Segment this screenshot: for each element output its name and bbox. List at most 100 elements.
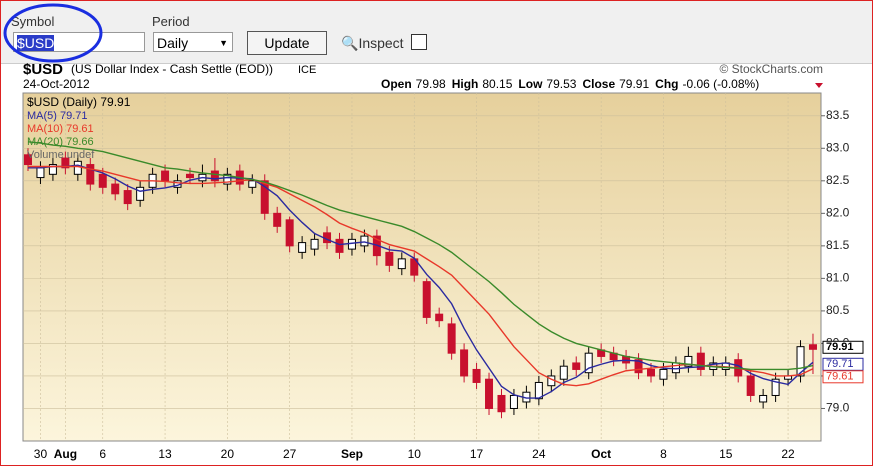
exchange: ICE	[298, 64, 316, 76]
summary-label: Close	[582, 77, 615, 91]
x-tick-label: 17	[470, 447, 484, 461]
candle-body	[98, 173, 107, 188]
candle-body	[48, 164, 57, 175]
candle-body	[559, 365, 568, 380]
inspect-text: Inspect	[358, 35, 404, 51]
x-tick-label: 30	[34, 447, 48, 461]
subtitle: (US Dollar Index - Cash Settle (EOD))	[71, 63, 273, 76]
candle-body	[759, 394, 768, 403]
candle-body	[771, 378, 780, 396]
candle-body	[347, 238, 356, 250]
candle-body	[796, 346, 805, 377]
ohlc-summary: Open 79.98 High 80.15 Low 79.53 Close 79.91 Chg -…	[381, 77, 759, 91]
inspect-checkbox[interactable]	[411, 34, 427, 50]
candle-body	[385, 251, 394, 266]
summary-value: -0.06 (-0.08%)	[682, 77, 759, 91]
candle-body	[435, 313, 444, 322]
price-tag: 79.91	[826, 341, 854, 353]
y-tick-label: 81.0	[826, 271, 850, 285]
candle-body	[123, 190, 132, 205]
price-tag: 79.71	[826, 358, 854, 370]
candle-body	[73, 160, 82, 175]
period-text: Daily	[157, 35, 189, 51]
y-tick-label: 83.0	[826, 140, 850, 154]
x-tick-label: 15	[719, 447, 733, 461]
y-tick-label: 79.0	[826, 401, 850, 415]
x-tick-label: 13	[158, 447, 172, 461]
y-tick-label: 81.5	[826, 238, 850, 252]
candle-body	[572, 362, 581, 370]
candle-body	[210, 170, 219, 182]
x-tick-label: 20	[221, 447, 235, 461]
x-tick-label: 8	[660, 447, 667, 461]
legend-entry: MA(10) 79.61	[27, 123, 94, 135]
summary-value: 79.91	[619, 77, 649, 91]
candle-body	[460, 349, 469, 377]
y-tick-label: 83.5	[826, 108, 850, 122]
candle-body	[684, 355, 693, 367]
summary-label: Open	[381, 77, 412, 91]
summary-label: Chg	[655, 77, 678, 91]
candle-body	[86, 164, 95, 185]
y-tick-label: 82.0	[826, 206, 850, 220]
candle-body	[223, 173, 232, 185]
x-tick-label: 10	[408, 447, 422, 461]
plot-area	[22, 92, 822, 442]
ma-line	[28, 165, 814, 387]
summary-label: Low	[518, 77, 543, 91]
y-tick-label: 80.5	[826, 303, 850, 317]
price-tag-box	[822, 357, 864, 371]
price-tag-box	[822, 370, 864, 384]
title: $USD	[23, 63, 63, 78]
candle-body	[260, 180, 269, 214]
summary-value: 80.15	[482, 77, 512, 91]
summary-value: 79.53	[546, 77, 576, 91]
candle-body	[185, 173, 194, 179]
candle-body	[485, 378, 494, 409]
period-select[interactable]: Daily ▼	[153, 32, 233, 52]
chg-arrow	[815, 83, 823, 88]
candle-body	[634, 359, 643, 374]
candle-body	[422, 281, 431, 318]
ma-line	[28, 164, 814, 399]
x-tick-label: 27	[283, 447, 297, 461]
candle-body	[447, 323, 456, 354]
period-label: Period	[152, 14, 190, 29]
annotation	[3, 3, 103, 63]
ma-line	[27, 141, 814, 371]
legend-entry: MA(20) 79.66	[27, 136, 94, 148]
candle-body	[509, 394, 518, 409]
candle-body	[36, 167, 45, 179]
summary-label: High	[452, 77, 479, 91]
summary-value: 79.98	[416, 77, 446, 91]
toolbar: Symbol $USD Period Daily ▼ Update 🔍Inspec…	[1, 1, 872, 64]
x-tick-label: Sep	[341, 447, 363, 461]
candle-body	[659, 368, 668, 380]
candle-body	[24, 154, 32, 166]
x-tick-label: Aug	[54, 447, 77, 461]
x-tick-label: Oct	[591, 447, 611, 461]
candle-body	[647, 368, 655, 377]
candle-body	[584, 352, 593, 374]
credit: © StockCharts.com	[719, 63, 823, 76]
candle-body	[161, 170, 170, 182]
x-tick-label: 24	[532, 447, 546, 461]
price-tag-box	[822, 340, 864, 354]
inspect-label[interactable]: 🔍Inspect	[341, 35, 404, 51]
candle-body	[497, 394, 506, 413]
candle-body	[111, 183, 120, 195]
symbol-input[interactable]: $USD	[13, 32, 145, 52]
y-tick-label: 82.5	[826, 173, 850, 187]
legend-entry: MA(5) 79.71	[27, 110, 88, 122]
candle-body	[136, 186, 145, 201]
candle-body	[285, 219, 294, 247]
candle-body	[671, 362, 680, 374]
price-tag: 79.61	[826, 371, 854, 383]
candle-body	[696, 352, 705, 370]
candle-body	[310, 238, 319, 250]
candle-body	[746, 375, 755, 396]
x-tick-label: 22	[781, 447, 795, 461]
update-button[interactable]: Update	[247, 31, 327, 55]
candle-body	[298, 242, 307, 253]
